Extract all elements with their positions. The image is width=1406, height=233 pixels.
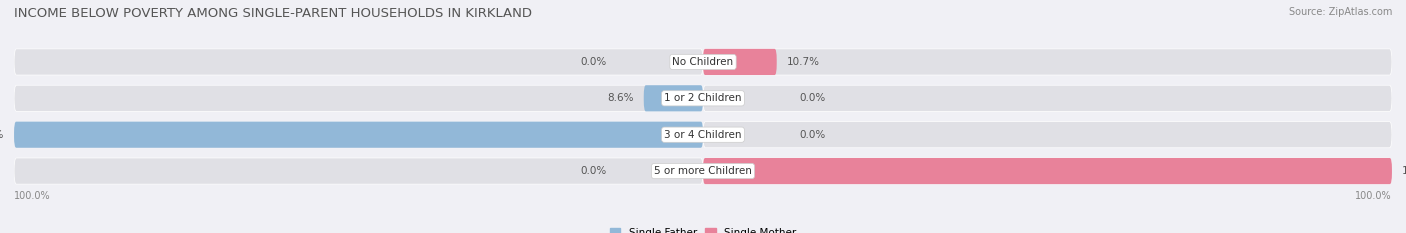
Text: INCOME BELOW POVERTY AMONG SINGLE-PARENT HOUSEHOLDS IN KIRKLAND: INCOME BELOW POVERTY AMONG SINGLE-PARENT… <box>14 7 531 20</box>
FancyBboxPatch shape <box>703 122 1392 148</box>
Text: 0.0%: 0.0% <box>581 57 606 67</box>
FancyBboxPatch shape <box>14 85 703 111</box>
Text: 100.0%: 100.0% <box>14 191 51 201</box>
FancyBboxPatch shape <box>703 85 1392 111</box>
Text: No Children: No Children <box>672 57 734 67</box>
FancyBboxPatch shape <box>14 158 703 184</box>
FancyBboxPatch shape <box>703 158 1392 184</box>
FancyBboxPatch shape <box>703 49 1392 75</box>
Text: 1 or 2 Children: 1 or 2 Children <box>664 93 742 103</box>
FancyBboxPatch shape <box>14 49 703 75</box>
Text: 0.0%: 0.0% <box>800 93 825 103</box>
Text: 3 or 4 Children: 3 or 4 Children <box>664 130 742 140</box>
Text: 8.6%: 8.6% <box>607 93 634 103</box>
Text: Source: ZipAtlas.com: Source: ZipAtlas.com <box>1288 7 1392 17</box>
Text: 10.7%: 10.7% <box>787 57 820 67</box>
FancyBboxPatch shape <box>644 85 703 111</box>
Text: 0.0%: 0.0% <box>581 166 606 176</box>
Text: 0.0%: 0.0% <box>800 130 825 140</box>
Text: 100.0%: 100.0% <box>0 130 4 140</box>
Text: 100.0%: 100.0% <box>1355 191 1392 201</box>
FancyBboxPatch shape <box>14 122 703 148</box>
FancyBboxPatch shape <box>703 49 776 75</box>
Text: 100.0%: 100.0% <box>1402 166 1406 176</box>
FancyBboxPatch shape <box>703 158 1392 184</box>
FancyBboxPatch shape <box>14 122 703 148</box>
Legend: Single Father, Single Mother: Single Father, Single Mother <box>610 228 796 233</box>
Text: 5 or more Children: 5 or more Children <box>654 166 752 176</box>
